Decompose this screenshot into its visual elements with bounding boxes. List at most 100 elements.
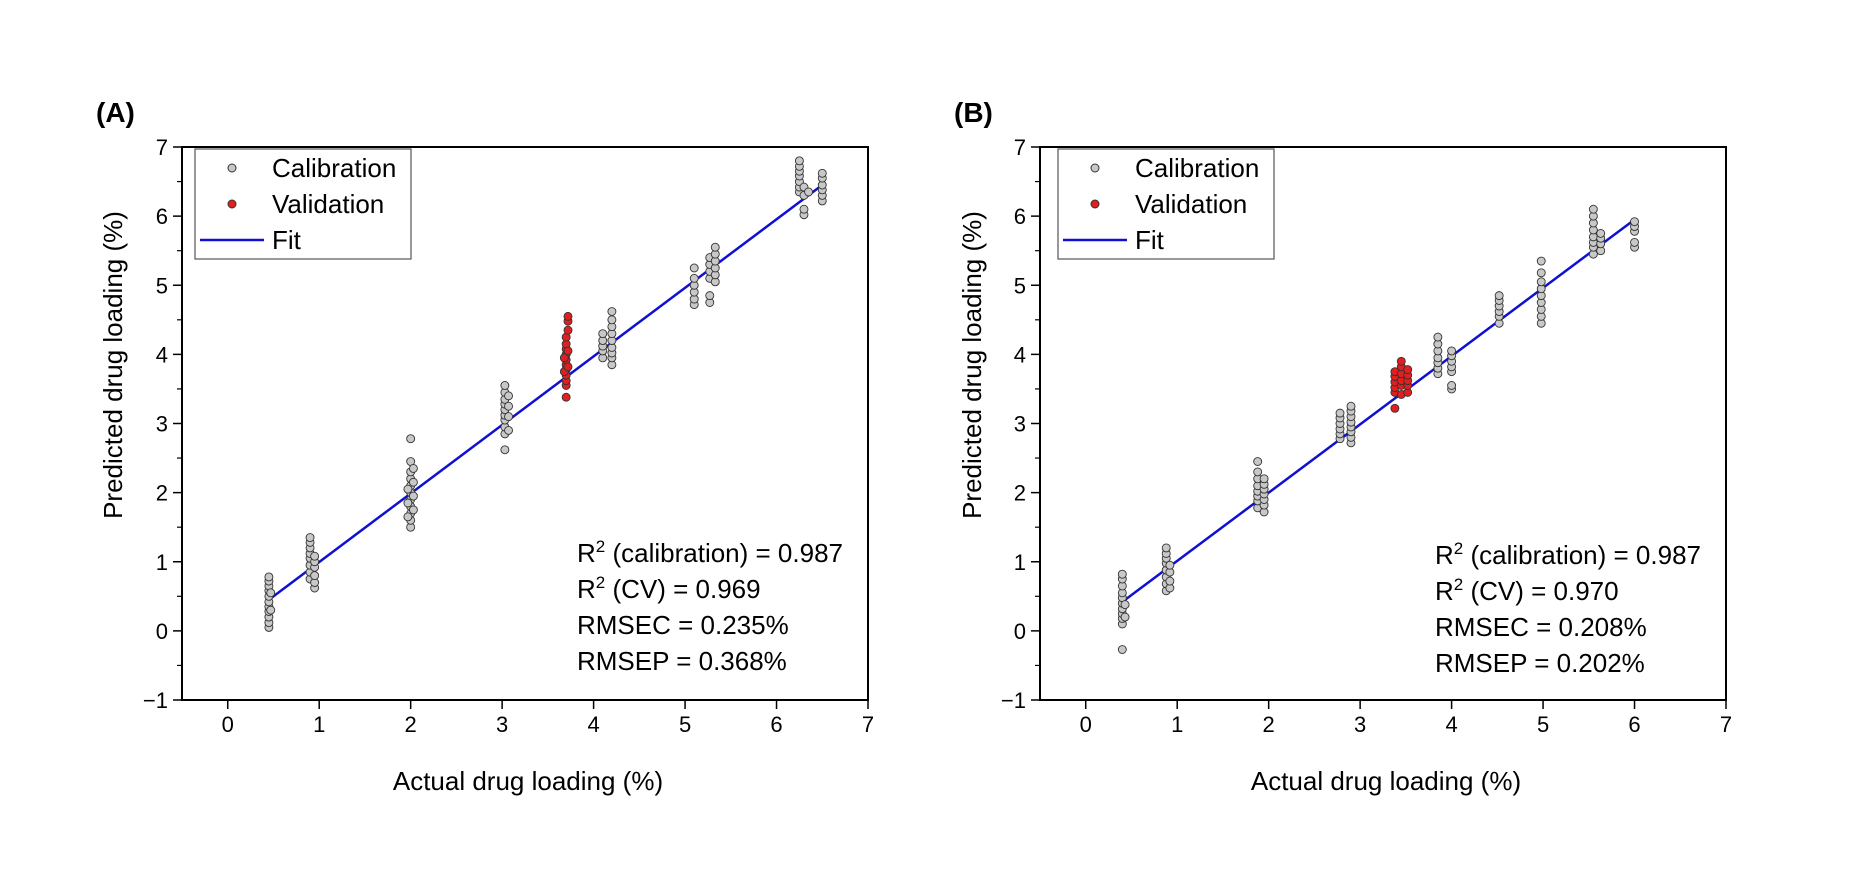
fit-line <box>268 184 824 601</box>
x-tick-label: 7 <box>862 712 874 737</box>
calibration-point <box>408 463 418 473</box>
y-tick-label: −1 <box>1001 688 1026 713</box>
validation-point <box>563 311 573 321</box>
validation-point <box>563 346 573 356</box>
legend-calibration-label: Calibration <box>1135 153 1259 183</box>
calibration-point <box>403 498 413 508</box>
validation-point <box>1403 365 1413 375</box>
legend: Calibration Validation Fit <box>1057 148 1275 260</box>
y-axis-title: Predicted drug loading (%) <box>98 211 128 519</box>
plot-frame <box>1039 146 1727 701</box>
x-tick-label: 6 <box>770 712 782 737</box>
calibration-point <box>710 242 720 252</box>
calibration-point <box>1165 560 1175 570</box>
calibration-point <box>504 425 513 435</box>
calibration-point <box>794 156 804 166</box>
x-axis-title: Actual drug loading (%) <box>393 766 663 796</box>
calibration-point <box>1253 467 1263 477</box>
y-tick-label: 4 <box>156 342 168 367</box>
y-tick-label: 6 <box>156 204 168 229</box>
calibration-point <box>689 273 699 283</box>
stats-annotation: R2 (calibration) = 0.987 R2 (CV) = 0.970… <box>1435 539 1701 678</box>
fit-line-layer <box>1121 218 1636 603</box>
calibration-point <box>1494 291 1504 301</box>
legend-validation-label: Validation <box>1135 189 1247 219</box>
x-tick-label: 7 <box>1720 712 1732 737</box>
calibration-point <box>598 329 608 339</box>
calibration-point <box>403 512 413 522</box>
y-tick-label: 0 <box>1014 619 1026 644</box>
calibration-point <box>310 571 320 581</box>
calibration-point <box>266 588 276 598</box>
x-axis-title: Actual drug loading (%) <box>1251 766 1521 796</box>
y-tick-label: 1 <box>1014 550 1026 575</box>
legend-calibration-label: Calibration <box>272 153 396 183</box>
calibration-point <box>1447 346 1457 356</box>
validation-point <box>559 353 569 363</box>
panel-label: (A) <box>96 97 135 128</box>
legend-calibration-marker <box>1090 163 1100 173</box>
x-tick-label: 2 <box>1263 712 1275 737</box>
stat-rmsec: RMSEC = 0.208% <box>1435 612 1647 642</box>
calibration-point <box>1120 600 1130 610</box>
points-layer <box>264 156 827 632</box>
calibration-point <box>504 412 513 422</box>
x-tick-label: 0 <box>1080 712 1092 737</box>
y-tick-label: 3 <box>1014 412 1026 437</box>
x-tick-label: 3 <box>1354 712 1366 737</box>
calibration-point <box>1120 612 1130 622</box>
calibration-point <box>408 505 418 515</box>
y-tick-label: −1 <box>143 688 168 713</box>
points-layer <box>1117 204 1639 654</box>
fit-line-layer <box>268 184 824 601</box>
calibration-point <box>408 491 418 501</box>
legend-validation-marker <box>1090 199 1100 209</box>
calibration-point <box>1630 217 1639 227</box>
calibration-point <box>689 263 699 273</box>
calibration-point <box>1588 204 1598 214</box>
calibration-point <box>1335 408 1345 418</box>
stats-annotation: R2 (calibration) = 0.987 R2 (CV) = 0.969… <box>577 537 843 676</box>
calibration-point <box>1596 228 1606 238</box>
calibration-point <box>406 434 416 444</box>
x-tick-label: 1 <box>1171 712 1183 737</box>
stat-r2-calibration: R2 (calibration) = 0.987 <box>577 537 843 568</box>
stat-rmsep: RMSEP = 0.368% <box>577 646 787 676</box>
x-tick-label: 2 <box>405 712 417 737</box>
y-tick-label: 2 <box>156 481 168 506</box>
y-tick-label: 3 <box>156 412 168 437</box>
calibration-point <box>799 204 809 214</box>
calibration-point <box>705 291 715 301</box>
stat-r2-cv: R2 (CV) = 0.969 <box>577 573 761 604</box>
axis-ticks: 0 1 2 3 4 5 6 7 −1 0 1 2 3 4 5 6 7 <box>1001 135 1732 737</box>
panel-label: (B) <box>954 97 993 128</box>
x-tick-label: 6 <box>1628 712 1640 737</box>
legend-validation-label: Validation <box>272 189 384 219</box>
y-tick-label: 6 <box>1014 204 1026 229</box>
calibration-point <box>500 381 510 390</box>
y-tick-label: 1 <box>156 550 168 575</box>
legend-calibration-marker <box>227 163 237 173</box>
x-tick-label: 1 <box>313 712 325 737</box>
x-tick-label: 5 <box>679 712 691 737</box>
calibration-point <box>1117 645 1127 654</box>
y-tick-label: 7 <box>156 135 168 160</box>
stat-r2-cv: R2 (CV) = 0.970 <box>1435 575 1619 606</box>
validation-point <box>563 325 573 335</box>
calibration-point <box>1346 401 1356 411</box>
x-tick-label: 4 <box>587 712 599 737</box>
calibration-point <box>1161 543 1171 553</box>
y-tick-label: 5 <box>156 273 168 298</box>
calibration-point <box>817 168 827 178</box>
calibration-point <box>1259 474 1269 484</box>
legend-fit-label: Fit <box>1135 225 1165 255</box>
y-axis-title: Predicted drug loading (%) <box>957 211 987 519</box>
axis-ticks: 0 1 2 3 4 5 6 7 −1 0 1 2 3 4 5 6 7 <box>143 135 874 737</box>
calibration-point <box>1433 332 1443 342</box>
calibration-point <box>266 605 276 615</box>
calibration-point <box>1536 277 1546 287</box>
calibration-point <box>1630 237 1639 247</box>
x-tick-label: 0 <box>222 712 234 737</box>
y-tick-label: 5 <box>1014 273 1026 298</box>
